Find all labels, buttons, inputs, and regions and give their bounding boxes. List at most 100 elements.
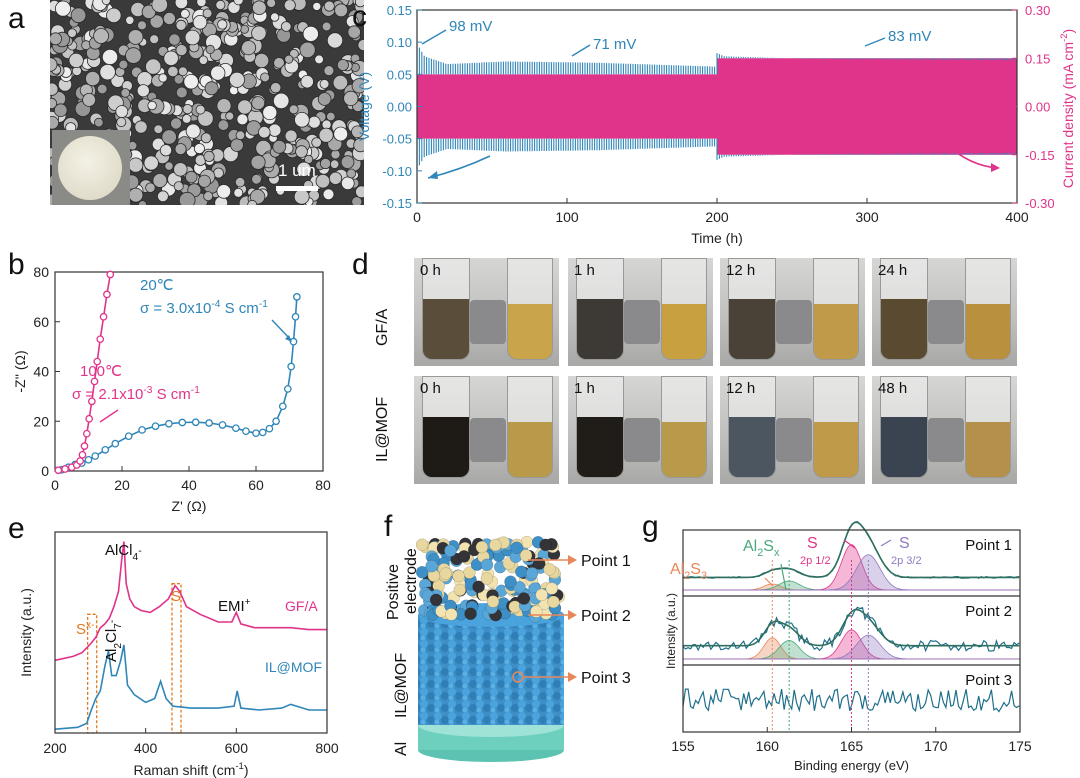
xps-data-3 xyxy=(682,688,1020,713)
data-point-s20 xyxy=(265,424,274,433)
scale-bar-label: 1 um xyxy=(278,161,316,180)
data-point-s100 xyxy=(76,457,84,465)
y-axis-label: Intensity (a.u.) xyxy=(664,593,678,669)
ilmof-layer xyxy=(418,615,564,725)
cell-diagram: Point 1 Point 2 Point 3 Positive electro… xyxy=(385,535,631,762)
x-tick-label: 80 xyxy=(315,477,331,493)
point-label-1: Point 1 xyxy=(965,537,1012,554)
x-axis-label: Raman shift (cm-1) xyxy=(133,761,248,778)
data-point-s20 xyxy=(291,312,300,321)
sem-image: 1 um xyxy=(50,0,364,205)
x-tick-label: 400 xyxy=(134,740,158,756)
data-point-s20 xyxy=(191,418,200,427)
data-point-s100 xyxy=(93,357,102,366)
series-label-gfa: GF/A xyxy=(285,598,318,614)
y2-tick-label: -0.30 xyxy=(1025,196,1055,211)
annotation-sigma-20c: σ = 3.0x10-4 S cm-1 xyxy=(140,299,268,317)
h-cell-photo: 0 h xyxy=(414,376,559,484)
data-point-s20 xyxy=(272,417,280,426)
xps-component-4 xyxy=(683,634,1020,660)
arrow-s12 xyxy=(843,539,856,549)
data-point-s100 xyxy=(61,465,69,473)
data-point-s100 xyxy=(90,377,99,386)
y2-tick-label: -0.15 xyxy=(1025,148,1055,163)
inset-pellet-photo xyxy=(52,130,130,205)
xps-component-4 xyxy=(683,554,1020,591)
data-point-s20 xyxy=(151,422,160,431)
data-point-s20 xyxy=(283,385,292,393)
y-tick-label: 20 xyxy=(33,413,49,429)
arrow-al2s3 xyxy=(764,577,774,587)
panel-d-letter: d xyxy=(352,248,369,281)
y-tick-label: -0.05 xyxy=(382,132,412,147)
arrow-head-voltage xyxy=(428,171,438,179)
x-tick-label: 170 xyxy=(924,738,948,754)
y-tick-label: 0.00 xyxy=(387,100,412,115)
y-axis-label: -Z'' (Ω) xyxy=(12,350,28,392)
current-density-block-2 xyxy=(717,58,1017,155)
highlight-box-2 xyxy=(171,583,182,734)
layer-label-al: Al xyxy=(393,742,410,756)
point-1-label: Point 1 xyxy=(581,553,631,570)
y-axis-label: Voltage (V) xyxy=(356,72,372,141)
h-cell-photo: 48 h xyxy=(872,376,1017,484)
arrow-head-current xyxy=(991,163,1000,172)
x-tick-label: 200 xyxy=(705,209,729,225)
h-cell-photo: 1 h xyxy=(568,258,713,366)
layer-label-positive-1: Positive xyxy=(385,564,402,620)
data-point-s20 xyxy=(165,419,173,428)
y2-tick-label: 0.00 xyxy=(1025,100,1050,115)
data-point-s20 xyxy=(84,455,93,464)
time-label: 0 h xyxy=(420,262,441,279)
label-sx: Sx- xyxy=(76,620,95,638)
y2-tick-label: 0.15 xyxy=(1025,51,1050,66)
arrow-s32 xyxy=(880,539,892,547)
data-point-s20 xyxy=(101,446,110,454)
data-point-s20 xyxy=(258,428,267,437)
data-point-s20 xyxy=(287,362,296,371)
time-label: 24 h xyxy=(878,262,908,279)
data-point-s20 xyxy=(232,424,240,433)
point-2-label: Point 2 xyxy=(581,608,631,625)
x-tick-label: 20 xyxy=(114,477,130,493)
label-s-2p12: S xyxy=(807,535,818,552)
raman-series-IL@MOF xyxy=(54,644,327,730)
data-point-s100 xyxy=(103,290,111,299)
x-tick-label: 300 xyxy=(855,209,879,225)
panel-a-letter: a xyxy=(8,2,25,35)
layer-label-positive-2: electrode xyxy=(403,548,420,614)
x-tick-label: 165 xyxy=(840,738,864,754)
x-tick-label: 0 xyxy=(51,477,59,493)
x-tick-label: 200 xyxy=(43,740,67,756)
data-point-s20 xyxy=(252,429,260,438)
nyquist-chart: 0 20 40 60 80 0 20 40 60 80 Z' (Ω) -Z'' (Ω) 20℃ σ = 3… xyxy=(12,264,331,514)
data-point-s20 xyxy=(205,419,213,427)
arrow-71mv xyxy=(571,44,591,57)
time-label: 0 h xyxy=(420,380,441,397)
label-s: S xyxy=(171,588,181,605)
data-point-s100 xyxy=(54,466,63,475)
data-point-s20 xyxy=(111,439,120,448)
y-tick-label: 0 xyxy=(41,463,49,479)
h-cell-photo: 0 h xyxy=(414,258,559,366)
x-axis-label: Time (h) xyxy=(691,230,743,246)
data-point-s20 xyxy=(91,452,100,460)
label-al2cl7: Al2Cl7- xyxy=(103,620,124,662)
data-point-s20 xyxy=(289,337,298,346)
data-point-s100 xyxy=(80,442,89,450)
h-cell-photo: 12 h xyxy=(720,258,865,366)
current-density-block-1 xyxy=(417,74,717,139)
y-tick-label: -0.15 xyxy=(382,196,412,211)
y2-tick-label: 0.30 xyxy=(1025,3,1050,18)
row-label-gfa: GF/A xyxy=(374,308,391,346)
xps-chart: Point 1 Point 2 Point 3 155 160 165 170 175 Bind… xyxy=(664,520,1032,773)
x-tick-label: 800 xyxy=(315,740,339,756)
row-label-ilmof: IL@MOF xyxy=(374,396,391,462)
point-label-2: Point 2 xyxy=(965,603,1012,620)
y-tick-label: 0.05 xyxy=(387,67,412,82)
data-point-s100 xyxy=(82,429,91,438)
x-tick-label: 40 xyxy=(181,477,197,493)
layer-label-ilmof: IL@MOF xyxy=(393,653,410,718)
annotation-20c: 20℃ xyxy=(140,277,174,294)
data-point-s100 xyxy=(96,335,105,344)
